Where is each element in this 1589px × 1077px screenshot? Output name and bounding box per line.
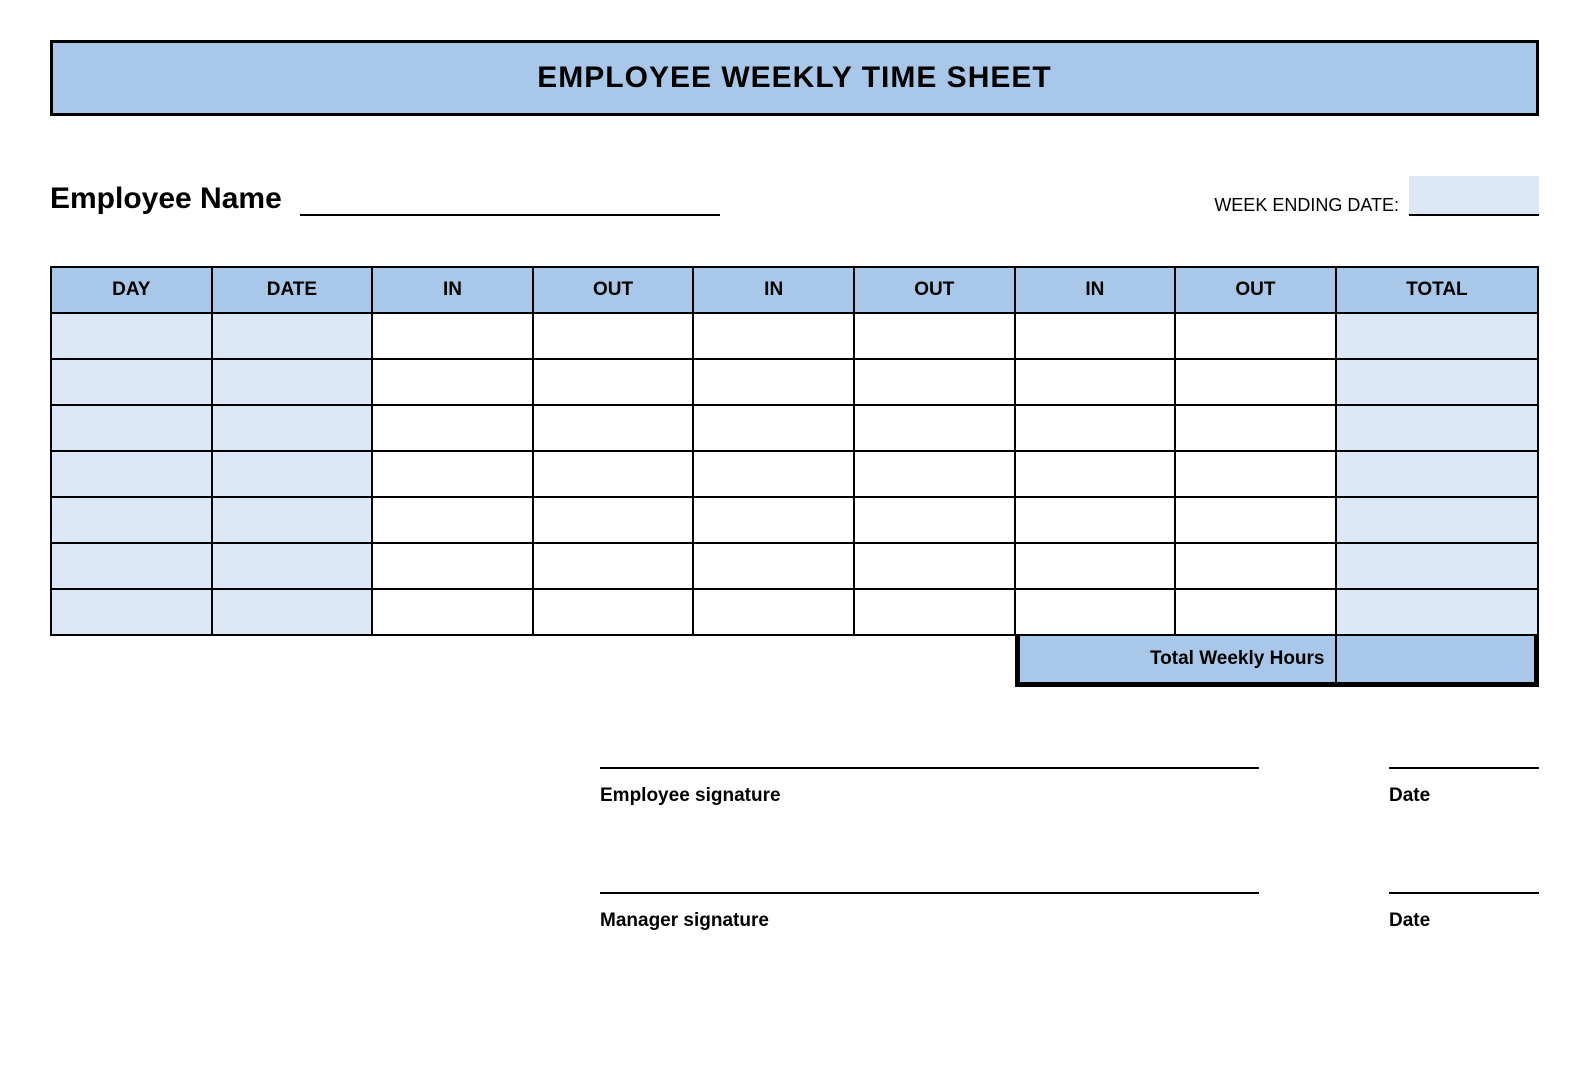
- cell-r6-c1[interactable]: [212, 589, 373, 635]
- employee-date-label: Date: [1389, 785, 1539, 807]
- cell-r2-c2[interactable]: [372, 405, 533, 451]
- cell-r3-c4[interactable]: [693, 451, 854, 497]
- manager-signature-label: Manager signature: [600, 910, 1259, 932]
- cell-r2-c1[interactable]: [212, 405, 373, 451]
- column-header-in: IN: [372, 267, 533, 313]
- cell-r5-c6[interactable]: [1015, 543, 1176, 589]
- cell-r0-c3[interactable]: [533, 313, 694, 359]
- manager-signature-line[interactable]: [600, 892, 1259, 894]
- cell-r3-c1[interactable]: [212, 451, 373, 497]
- total-weekly-label: Total Weekly Hours: [1020, 636, 1337, 682]
- cell-r1-c8[interactable]: [1336, 359, 1538, 405]
- week-ending-block: WEEK ENDING DATE:: [1214, 176, 1539, 216]
- column-header-date: DATE: [212, 267, 373, 313]
- total-weekly-value[interactable]: [1337, 636, 1535, 682]
- cell-r4-c1[interactable]: [212, 497, 373, 543]
- employee-signature-line[interactable]: [600, 767, 1259, 769]
- employee-name-input-line[interactable]: [300, 188, 720, 216]
- cell-r5-c3[interactable]: [533, 543, 694, 589]
- cell-r5-c4[interactable]: [693, 543, 854, 589]
- cell-r1-c7[interactable]: [1175, 359, 1336, 405]
- employee-date-line[interactable]: [1389, 767, 1539, 769]
- info-row: Employee Name WEEK ENDING DATE:: [50, 176, 1539, 216]
- cell-r5-c1[interactable]: [212, 543, 373, 589]
- cell-r6-c5[interactable]: [854, 589, 1015, 635]
- cell-r1-c5[interactable]: [854, 359, 1015, 405]
- cell-r3-c0[interactable]: [51, 451, 212, 497]
- cell-r3-c8[interactable]: [1336, 451, 1538, 497]
- cell-r1-c1[interactable]: [212, 359, 373, 405]
- manager-signature-row: Manager signature Date: [50, 892, 1539, 932]
- cell-r1-c0[interactable]: [51, 359, 212, 405]
- cell-r4-c4[interactable]: [693, 497, 854, 543]
- employee-signature-row: Employee signature Date: [50, 767, 1539, 807]
- cell-r6-c6[interactable]: [1015, 589, 1176, 635]
- cell-r6-c2[interactable]: [372, 589, 533, 635]
- column-header-out: OUT: [854, 267, 1015, 313]
- cell-r2-c7[interactable]: [1175, 405, 1336, 451]
- signature-block: Employee signature Date Manager signatur…: [50, 767, 1539, 932]
- column-header-out: OUT: [1175, 267, 1336, 313]
- cell-r4-c0[interactable]: [51, 497, 212, 543]
- title-bar: EMPLOYEE WEEKLY TIME SHEET: [50, 40, 1539, 116]
- timesheet-table: DAYDATEINOUTINOUTINOUTTOTAL: [50, 266, 1539, 636]
- employee-name-block: Employee Name: [50, 182, 720, 216]
- cell-r3-c2[interactable]: [372, 451, 533, 497]
- cell-r4-c6[interactable]: [1015, 497, 1176, 543]
- column-header-out: OUT: [533, 267, 694, 313]
- cell-r0-c8[interactable]: [1336, 313, 1538, 359]
- cell-r3-c6[interactable]: [1015, 451, 1176, 497]
- cell-r0-c4[interactable]: [693, 313, 854, 359]
- cell-r5-c8[interactable]: [1336, 543, 1538, 589]
- cell-r1-c4[interactable]: [693, 359, 854, 405]
- cell-r4-c2[interactable]: [372, 497, 533, 543]
- cell-r4-c5[interactable]: [854, 497, 1015, 543]
- cell-r0-c5[interactable]: [854, 313, 1015, 359]
- employee-signature-label: Employee signature: [600, 785, 1259, 807]
- cell-r5-c7[interactable]: [1175, 543, 1336, 589]
- cell-r2-c5[interactable]: [854, 405, 1015, 451]
- cell-r0-c1[interactable]: [212, 313, 373, 359]
- column-header-in: IN: [1015, 267, 1176, 313]
- cell-r2-c0[interactable]: [51, 405, 212, 451]
- cell-r3-c5[interactable]: [854, 451, 1015, 497]
- week-ending-label: WEEK ENDING DATE:: [1214, 195, 1399, 216]
- column-header-total: TOTAL: [1336, 267, 1538, 313]
- cell-r6-c7[interactable]: [1175, 589, 1336, 635]
- cell-r2-c4[interactable]: [693, 405, 854, 451]
- cell-r4-c3[interactable]: [533, 497, 694, 543]
- cell-r6-c8[interactable]: [1336, 589, 1538, 635]
- cell-r5-c2[interactable]: [372, 543, 533, 589]
- total-weekly-row: Total Weekly Hours: [50, 636, 1539, 687]
- cell-r0-c0[interactable]: [51, 313, 212, 359]
- manager-date-line[interactable]: [1389, 892, 1539, 894]
- cell-r0-c2[interactable]: [372, 313, 533, 359]
- cell-r3-c3[interactable]: [533, 451, 694, 497]
- cell-r4-c8[interactable]: [1336, 497, 1538, 543]
- cell-r5-c0[interactable]: [51, 543, 212, 589]
- cell-r1-c2[interactable]: [372, 359, 533, 405]
- column-header-day: DAY: [51, 267, 212, 313]
- cell-r1-c3[interactable]: [533, 359, 694, 405]
- cell-r3-c7[interactable]: [1175, 451, 1336, 497]
- cell-r0-c7[interactable]: [1175, 313, 1336, 359]
- cell-r4-c7[interactable]: [1175, 497, 1336, 543]
- cell-r2-c3[interactable]: [533, 405, 694, 451]
- cell-r6-c0[interactable]: [51, 589, 212, 635]
- cell-r2-c8[interactable]: [1336, 405, 1538, 451]
- cell-r2-c6[interactable]: [1015, 405, 1176, 451]
- manager-date-label: Date: [1389, 910, 1539, 932]
- employee-name-label: Employee Name: [50, 182, 282, 216]
- cell-r5-c5[interactable]: [854, 543, 1015, 589]
- cell-r0-c6[interactable]: [1015, 313, 1176, 359]
- cell-r6-c4[interactable]: [693, 589, 854, 635]
- column-header-in: IN: [693, 267, 854, 313]
- cell-r1-c6[interactable]: [1015, 359, 1176, 405]
- cell-r6-c3[interactable]: [533, 589, 694, 635]
- week-ending-input[interactable]: [1409, 176, 1539, 216]
